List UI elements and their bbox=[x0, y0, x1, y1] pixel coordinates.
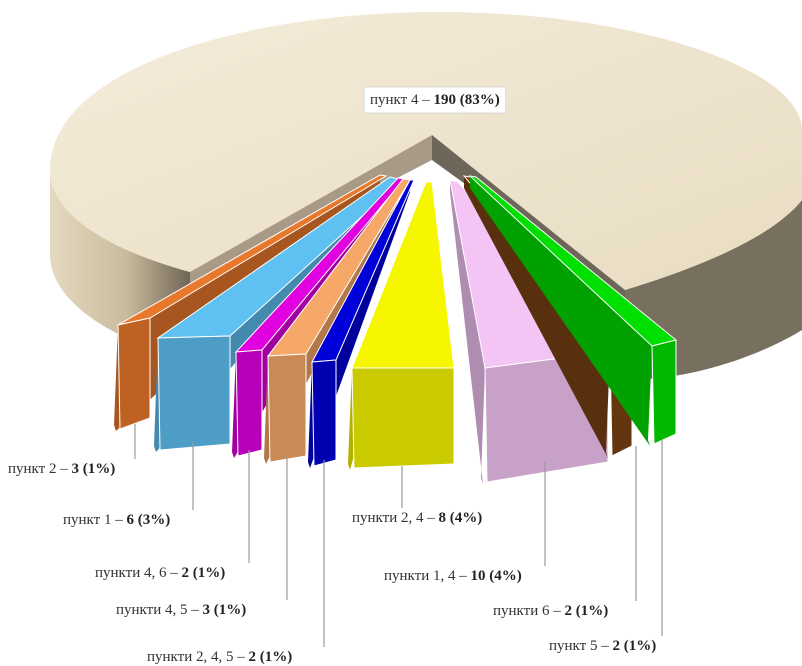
slice-side bbox=[464, 176, 610, 458]
label-slice-5: пункти 2, 4 – 8 (4%) bbox=[352, 510, 482, 526]
label-slice-8-name: пункти 4, 6 – bbox=[95, 565, 181, 581]
label-punkt-4-value: 190 (83%) bbox=[433, 92, 499, 108]
label-slice-7: пункти 4, 5 – 3 (1%) bbox=[116, 602, 246, 618]
label-slice-6: пункти 2, 4, 5 – 2 (1%) bbox=[147, 649, 292, 665]
slice-front bbox=[235, 349, 263, 457]
label-slice-2: пункт 5 – 2 (1%) bbox=[549, 638, 656, 654]
slice-front bbox=[117, 317, 151, 430]
label-slice-9: пункт 1 – 6 (3%) bbox=[63, 512, 170, 528]
label-slice-6-name: пункти 2, 4, 5 – bbox=[147, 649, 248, 665]
label-punkt-4-name: пункт 4 – bbox=[370, 92, 433, 108]
label-slice-4-value: 10 (4%) bbox=[470, 568, 521, 584]
label-slice-8-value: 2 (1%) bbox=[181, 565, 225, 581]
slice-front bbox=[267, 353, 307, 463]
label-punkt-4: пункт 4 – 190 (83%) bbox=[370, 92, 500, 108]
label-slice-6-value: 2 (1%) bbox=[248, 649, 292, 665]
small-slices bbox=[114, 174, 678, 484]
slice-2 bbox=[468, 175, 678, 446]
slice-front bbox=[157, 335, 231, 451]
slice-side bbox=[470, 176, 652, 446]
label-slice-8: пункти 4, 6 – 2 (1%) bbox=[95, 565, 225, 581]
leader-lines bbox=[134, 424, 663, 647]
label-slice-7-name: пункти 4, 5 – bbox=[116, 602, 202, 618]
label-slice-2-value: 2 (1%) bbox=[612, 638, 656, 654]
slice-punkt-4-cut-left bbox=[190, 135, 432, 285]
label-slice-4: пункти 1, 4 – 10 (4%) bbox=[384, 568, 522, 584]
label-slice-4-name: пункти 1, 4 – bbox=[384, 568, 470, 584]
label-slice-7-value: 3 (1%) bbox=[202, 602, 246, 618]
label-slice-9-value: 6 (3%) bbox=[126, 512, 170, 528]
label-slice-9-name: пункт 1 – bbox=[63, 512, 126, 528]
label-slice-10: пункт 2 – 3 (1%) bbox=[8, 461, 115, 477]
label-slice-5-name: пункти 2, 4 – bbox=[352, 510, 438, 526]
label-slice-2-name: пункт 5 – bbox=[549, 638, 612, 654]
data-labels: пункт 4 – 190 (83%)пункт 2 – 3 (1%)пункт… bbox=[8, 86, 656, 665]
label-slice-5-value: 8 (4%) bbox=[438, 510, 482, 526]
slice-front bbox=[651, 339, 677, 445]
label-slice-3-name: пункти 6 – bbox=[493, 603, 564, 619]
slice-front bbox=[351, 367, 455, 469]
label-slice-10-value: 3 (1%) bbox=[71, 461, 115, 477]
slice-front bbox=[311, 359, 337, 467]
slice-side bbox=[450, 180, 485, 484]
label-slice-3: пункти 6 – 2 (1%) bbox=[493, 603, 608, 619]
label-slice-10-name: пункт 2 – bbox=[8, 461, 71, 477]
label-punkt-4-box bbox=[363, 86, 507, 114]
slice-6 bbox=[308, 179, 415, 468]
label-slice-3-value: 2 (1%) bbox=[564, 603, 608, 619]
slice-5 bbox=[348, 181, 455, 470]
slice-punkt-4-top bbox=[50, 12, 802, 290]
